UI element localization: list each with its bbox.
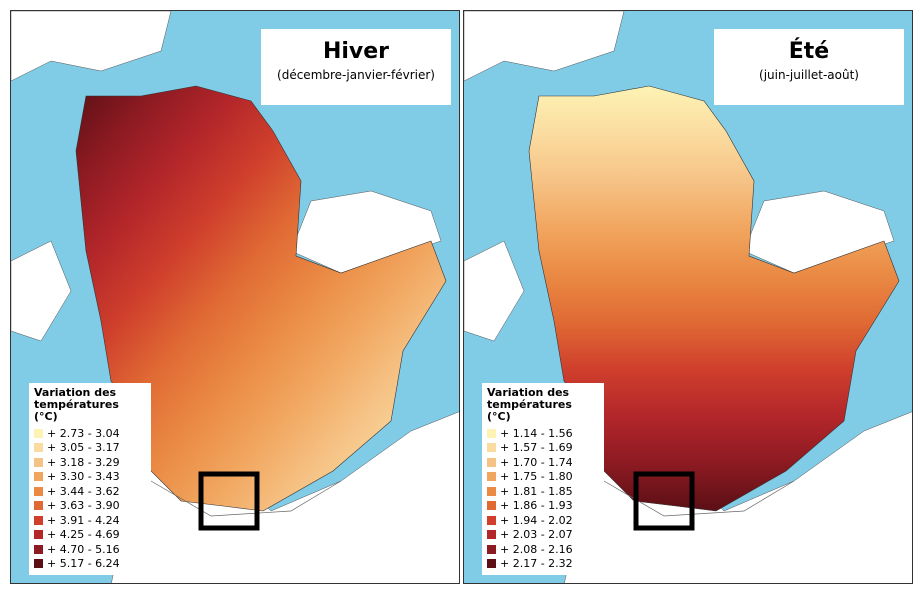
map [11,11,459,583]
legend-item: + 1.57 - 1.69 [487,441,599,456]
legend-label: + 3.05 - 3.17 [47,441,120,455]
border [150,480,342,517]
legend-title: Variation des températures (°C) [34,386,119,423]
legend-item: + 5.17 - 6.24 [34,557,146,572]
legend-label: + 4.70 - 5.16 [47,542,120,556]
legend-swatch [34,501,43,511]
legend-swatch [487,472,496,482]
legend-item: + 1.75 - 1.80 [487,470,599,485]
legend-swatch [34,486,43,496]
legend-title: Variation des températures (°C) [487,386,572,423]
subtitle: (juin-juillet-août) [759,68,859,82]
legend-swatch [487,486,496,496]
land [464,240,525,342]
legend-swatch [487,515,496,525]
legend-item: + 1.94 - 2.02 [487,513,599,528]
legend-item: + 2.17 - 2.32 [487,557,599,572]
title-box: Été (juin-juillet-août) [714,29,904,105]
legend-label: + 1.57 - 1.69 [500,441,573,455]
legend-swatch [487,428,496,438]
map-panel: Été (juin-juillet-août) Variation des temp… [463,10,913,584]
legend-item: + 1.70 - 1.74 [487,455,599,470]
legend-swatch [487,501,496,511]
legend-label: + 3.18 - 3.29 [47,455,120,469]
legend-swatch [34,530,43,540]
legend-label: + 3.91 - 4.24 [47,513,120,527]
focus-box [633,471,695,531]
legend-label: + 2.08 - 2.16 [500,542,573,556]
legend-item: + 1.14 - 1.56 [487,426,599,441]
legend-label: + 2.03 - 2.07 [500,528,573,542]
legend-item: + 1.81 - 1.85 [487,484,599,499]
legend-item: + 3.30 - 3.43 [34,470,146,485]
legend-swatch [487,457,496,467]
legend-swatch [34,443,43,453]
legend-swatch [34,544,43,554]
legend-label: + 3.63 - 3.90 [47,499,120,513]
legend: Variation des températures (°C) + 2.73 - … [29,383,151,575]
legend: Variation des températures (°C) + 1.14 - … [482,383,604,575]
land [464,11,625,82]
legend-item: + 3.05 - 3.17 [34,441,146,456]
legend-label: + 1.94 - 2.02 [500,513,573,527]
title: Hiver [322,39,390,64]
legend-item: + 3.91 - 4.24 [34,513,146,528]
legend-item: + 3.63 - 3.90 [34,499,146,514]
legend-item: + 1.86 - 1.93 [487,499,599,514]
subtitle: (décembre-janvier-février) [277,68,435,82]
legend-item: + 3.18 - 3.29 [34,455,146,470]
title-box: Hiver (décembre-janvier-février) [261,29,451,105]
legend-swatch [487,559,496,569]
legend-label: + 1.70 - 1.74 [500,455,573,469]
map [464,11,912,583]
legend-label: + 2.17 - 2.32 [500,557,573,571]
land [11,11,172,82]
legend-label: + 3.30 - 3.43 [47,470,120,484]
legend-label: + 3.44 - 3.62 [47,484,120,498]
legend-swatch [487,544,496,554]
legend-item: + 3.44 - 3.62 [34,484,146,499]
legend-swatch [487,530,496,540]
land [11,240,72,342]
legend-swatch [34,472,43,482]
region [528,85,900,512]
legend-label: + 1.86 - 1.93 [500,499,573,513]
legend-item: + 4.25 - 4.69 [34,528,146,543]
region [75,85,447,512]
legend-swatch [487,443,496,453]
legend-label: + 1.81 - 1.85 [500,484,573,498]
legend-label: + 1.75 - 1.80 [500,470,573,484]
focus-box [198,471,260,531]
legend-item: + 2.73 - 3.04 [34,426,146,441]
legend-swatch [34,428,43,438]
legend-item: + 2.08 - 2.16 [487,542,599,557]
legend-swatch [34,515,43,525]
legend-label: + 2.73 - 3.04 [47,426,120,440]
legend-item: + 2.03 - 2.07 [487,528,599,543]
legend-label: + 5.17 - 6.24 [47,557,120,571]
map-panel: Hiver (décembre-janvier-février) Variation… [10,10,460,584]
legend-swatch [34,559,43,569]
legend-label: + 1.14 - 1.56 [500,426,573,440]
legend-label: + 4.25 - 4.69 [47,528,120,542]
legend-item: + 4.70 - 5.16 [34,542,146,557]
legend-swatch [34,457,43,467]
title: Été [788,39,830,64]
